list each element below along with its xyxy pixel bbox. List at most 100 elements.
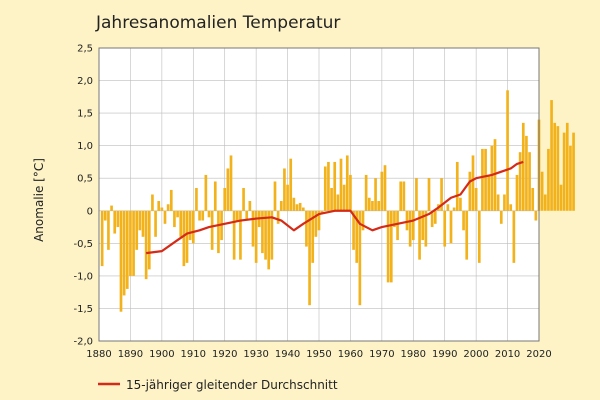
anomaly-bar: [553, 122, 557, 211]
anomaly-bar: [327, 161, 330, 211]
anomaly-bar: [201, 210, 205, 221]
anomaly-bar: [402, 181, 406, 211]
anomaly-bar: [283, 168, 286, 211]
anomaly-bar: [144, 210, 148, 280]
anomaly-bar: [125, 210, 129, 289]
anomaly-bar: [311, 210, 315, 263]
anomaly-bar: [405, 210, 409, 231]
anomaly-bar: [185, 210, 189, 263]
anomaly-bar: [151, 194, 154, 211]
anomaly-bar: [232, 210, 236, 260]
anomaly-bar: [440, 178, 443, 211]
anomaly-bar: [364, 174, 368, 211]
anomaly-bar: [295, 204, 299, 211]
x-tick-label: 1900: [149, 349, 174, 360]
anomaly-bar: [147, 210, 151, 270]
anomaly-bar: [210, 210, 214, 250]
anomaly-bar: [374, 178, 377, 211]
anomaly-bar: [251, 210, 255, 247]
anomaly-bar: [191, 210, 195, 244]
anomaly-bar: [276, 210, 280, 224]
anomaly-bar: [160, 207, 164, 211]
y-tick-label: 1,5: [77, 109, 93, 120]
x-tick-label: 2020: [526, 349, 551, 360]
anomaly-bar: [525, 135, 528, 211]
anomaly-bar: [569, 145, 572, 211]
anomaly-bar: [176, 210, 179, 218]
anomaly-bar: [455, 161, 459, 211]
anomaly-bar: [556, 126, 560, 211]
anomaly-bar: [239, 210, 242, 260]
anomaly-bar: [386, 210, 390, 283]
x-tick-label: 1980: [401, 349, 426, 360]
anomaly-bar: [336, 194, 340, 211]
x-tick-label: 1950: [306, 349, 331, 360]
anomaly-bar: [317, 210, 321, 231]
anomaly-bar: [547, 148, 550, 211]
anomaly-bar: [481, 148, 484, 211]
x-tick-label: 1930: [243, 349, 268, 360]
anomaly-bar: [396, 210, 399, 241]
y-tick-label: 0: [87, 206, 93, 217]
anomaly-bar: [443, 210, 447, 247]
anomaly-bar: [107, 210, 110, 250]
chart-title: Jahresanomalien Temperatur: [95, 13, 340, 33]
anomaly-bar: [393, 210, 396, 228]
y-tick-label: -1,0: [73, 271, 93, 282]
y-tick-label: 0,5: [77, 174, 93, 185]
anomaly-bar: [352, 210, 355, 250]
x-tick-label: 1890: [118, 349, 143, 360]
anomaly-bar: [371, 201, 374, 211]
moving-average-line: [146, 160, 524, 255]
anomaly-bar: [308, 210, 311, 306]
anomaly-bar: [100, 210, 104, 267]
anomaly-bar: [213, 181, 217, 211]
anomaly-bar: [267, 210, 271, 270]
anomaly-bar: [188, 210, 192, 241]
anomaly-bar: [226, 168, 230, 211]
x-tick-label: 1920: [212, 349, 237, 360]
anomaly-bar: [195, 187, 198, 211]
x-tick-label: 2000: [463, 349, 488, 360]
y-tick-label: -2,0: [73, 337, 93, 348]
anomaly-bar: [122, 210, 126, 296]
anomaly-bar: [242, 187, 245, 211]
anomaly-bar: [323, 166, 327, 211]
anomaly-bar: [433, 210, 437, 224]
anomaly-bar: [459, 197, 462, 211]
anomaly-bar: [163, 210, 167, 224]
moving-average-line-group: [146, 160, 524, 255]
anomaly-bar: [113, 210, 117, 234]
anomaly-bar: [264, 210, 267, 260]
anomaly-bar: [572, 132, 575, 211]
anomaly-bar: [559, 184, 563, 211]
anomaly-bar: [245, 210, 249, 221]
anomaly-bar: [204, 174, 208, 211]
anomaly-bar: [474, 187, 478, 211]
anomaly-bar: [289, 158, 293, 211]
anomaly-bar: [217, 210, 220, 254]
anomaly-bar: [132, 210, 135, 276]
anomaly-bar: [298, 202, 302, 211]
anomaly-bar: [169, 189, 173, 211]
anomaly-bar: [261, 210, 264, 254]
anomaly-bar: [279, 201, 283, 211]
anomaly-bar: [198, 210, 201, 221]
anomaly-bar: [116, 210, 120, 228]
plot-frame: [98, 47, 540, 342]
anomaly-bar: [339, 158, 343, 211]
anomaly-bar: [468, 171, 472, 211]
anomaly-bar: [521, 122, 525, 211]
anomaly-bar: [235, 210, 239, 221]
anomaly-bar: [333, 161, 337, 211]
anomaly-bar: [487, 174, 491, 211]
anomaly-bar: [415, 178, 418, 211]
anomaly-bar: [531, 187, 535, 211]
anomaly-bar: [383, 165, 387, 211]
anomaly-bar: [270, 210, 274, 260]
anomaly-bar: [355, 210, 359, 263]
anomaly-bar: [129, 210, 132, 276]
anomaly-bar: [361, 210, 365, 231]
